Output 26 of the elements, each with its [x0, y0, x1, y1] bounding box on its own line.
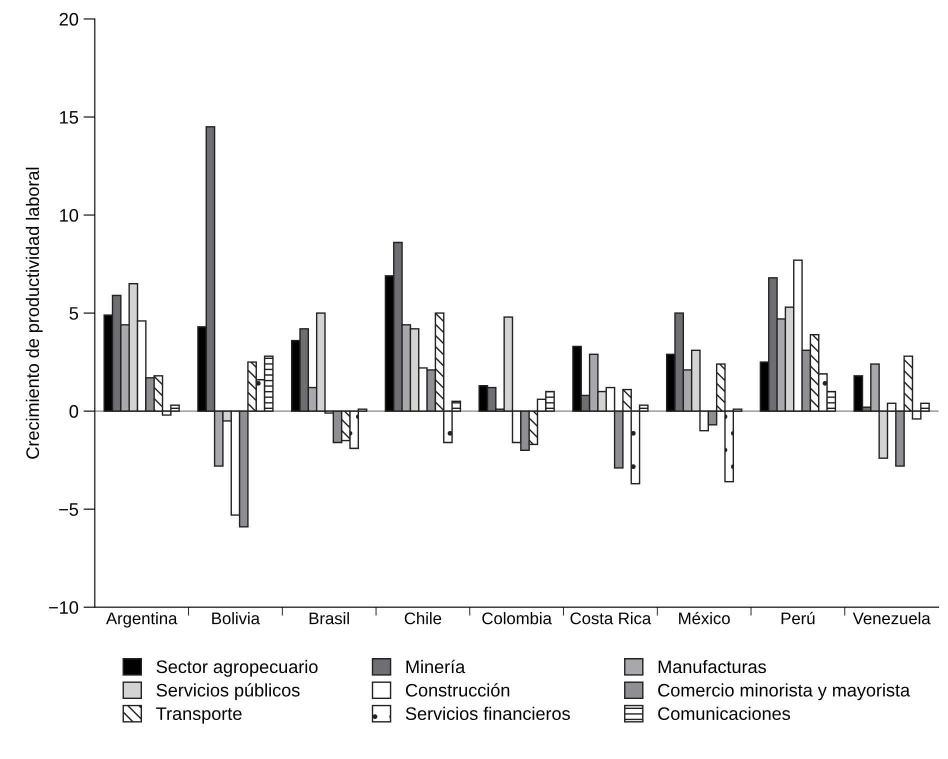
x-tick-label: Colombia: [482, 612, 552, 624]
y-tick-label: 20: [60, 12, 78, 26]
x-tick-label: Chile: [404, 612, 442, 624]
legend-label: Comercio minorista y mayorista: [658, 683, 910, 700]
y-axis-title: Crecimiento de productividad laboral: [26, 168, 43, 459]
y-tick-label: 10: [60, 208, 78, 222]
legend-label: Servicios públicos: [156, 683, 300, 700]
x-tick-label: Argentina: [106, 612, 178, 628]
x-tick-label: México: [679, 612, 730, 624]
legend-label: Sector agropecuario: [156, 660, 318, 677]
x-tick-label: Perú: [782, 612, 814, 624]
y-tick-label: −5: [59, 503, 78, 516]
legend-label: Servicios financieros: [406, 706, 570, 720]
y-tick-label: 5: [70, 307, 78, 320]
legend-label: Minería: [406, 660, 466, 674]
x-tick-label: Venezuela: [852, 612, 931, 624]
y-tick-label: 15: [60, 111, 78, 124]
legend-label: Transporte: [156, 707, 242, 724]
legend-label: Construcción: [406, 683, 510, 697]
y-tick-label: 0: [69, 405, 78, 418]
x-tick-label: Costa Rica: [570, 612, 652, 624]
x-tick-label: Bolivia: [212, 612, 260, 624]
legend-label: Comunicaciones: [658, 706, 790, 720]
legend-label: Manufacturas: [658, 660, 766, 674]
x-tick-label: Brasil: [310, 612, 349, 624]
y-tick-label: −10: [49, 601, 78, 614]
